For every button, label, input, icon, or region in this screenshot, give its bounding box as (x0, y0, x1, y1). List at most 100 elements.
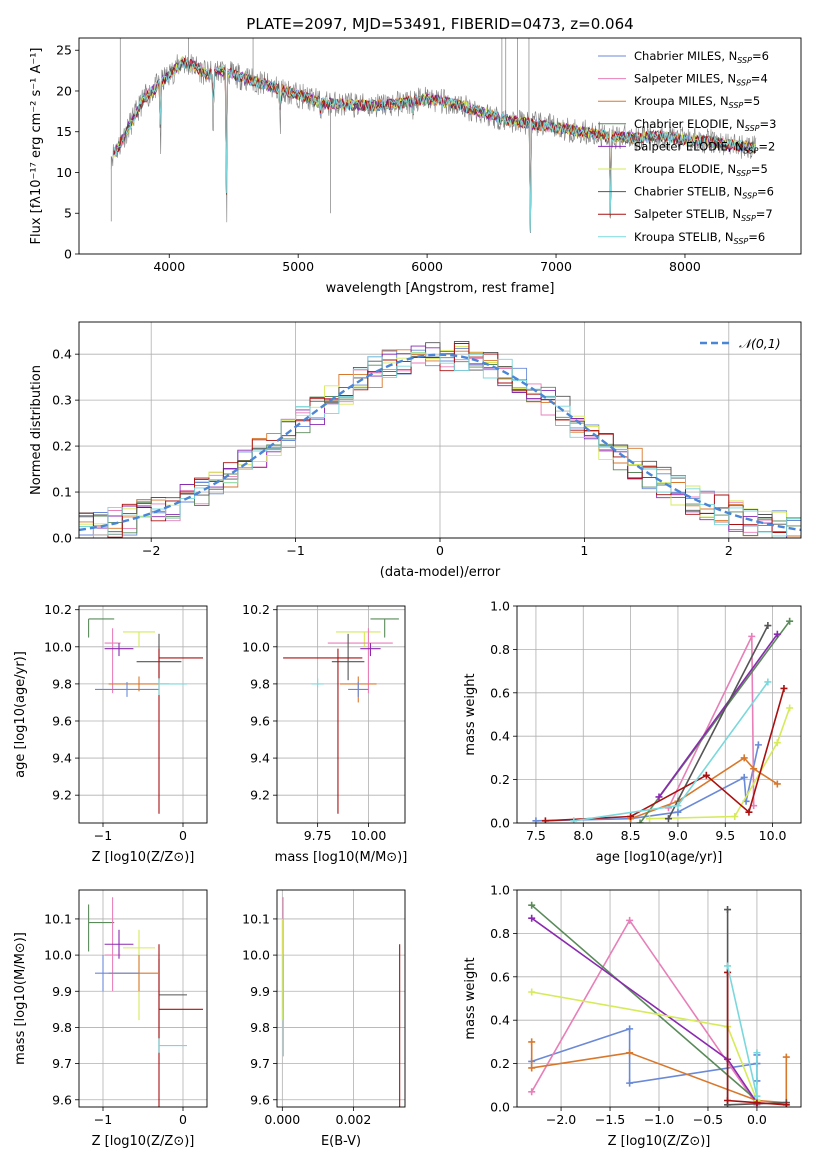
legend-nssp: 3 (769, 117, 776, 131)
y-tick-label: 0 (64, 247, 72, 262)
weight-marker (664, 815, 672, 823)
mass-vs-ebv-panel: 0.000 0.002 9.6 9.7 9.8 9.9 10.0 10.1 E(B-V) (242, 889, 406, 1149)
legend-label: Kroupa STELIB, NSSP=6 (634, 230, 765, 246)
y-tick-label: 9.4 (250, 751, 270, 766)
y-tick-label: 9.7 (52, 1056, 72, 1071)
weight-marker (753, 1099, 761, 1107)
gaussian-reference-line (79, 353, 801, 532)
legend-label: Chabrier STELIB, NSSP=6 (634, 185, 774, 201)
x-tick-label: 9.5 (715, 828, 735, 843)
y-tick-label: 0.8 (490, 642, 510, 657)
y-tick-label: 9.6 (250, 713, 270, 728)
x-tick-label: 8.0 (573, 828, 593, 843)
x-tick-label: −1.5 (595, 1112, 625, 1127)
y-tick-label: 10 (56, 165, 72, 180)
legend-eq: = (743, 94, 753, 108)
weight-marker (626, 1079, 634, 1087)
weight-marker (745, 808, 753, 816)
x-tick-label: −1 (94, 828, 112, 843)
axes-frame (78, 889, 208, 1108)
x-axis-label: mass [log10(M/M⊙)] (275, 850, 408, 865)
y-tick-label: 0.0 (490, 1100, 510, 1115)
legend-subscript: SSP (734, 237, 749, 246)
legend-subscript: SSP (744, 146, 759, 155)
y-tick-label: 9.7 (250, 1056, 270, 1071)
x-axis-label: Z [log10(Z/Z⊙)] (92, 1134, 195, 1149)
y-tick-label: 10.0 (242, 948, 270, 963)
legend-subscript: SSP (745, 124, 760, 133)
axes-frame (78, 321, 802, 539)
x-tick-label: −1 (94, 1112, 112, 1127)
weight-marker (782, 1101, 790, 1107)
y-tick-label: 10.2 (44, 602, 72, 617)
legend-text: Chabrier ELODIE, N (634, 117, 745, 131)
y-axis-label: mass [log10(M/M⊙)] (13, 932, 28, 1065)
axes-frame (78, 37, 802, 255)
legend-eq: = (756, 207, 766, 221)
weight-marker (753, 1092, 761, 1100)
x-tick-label: −2.0 (546, 1112, 576, 1127)
weight-marker (655, 793, 663, 801)
weight-series-line-5 (658, 633, 778, 798)
weight-marker (528, 1038, 536, 1046)
y-tick-label: 1.0 (490, 599, 510, 614)
weight-marker (748, 632, 756, 640)
x-tick-label: 0.0 (747, 1112, 767, 1127)
mass-vs-metallicity-panel: −1 0 9.6 9.7 9.8 9.9 10.0 10.1 Z [log10(Z/Z⊙)] ma… (13, 889, 208, 1149)
axes-frame (78, 605, 208, 824)
residual-histogram-9 (79, 352, 801, 537)
legend-eq: = (752, 49, 762, 63)
legend-label: Kroupa ELODIE, NSSP=5 (634, 162, 768, 178)
model-spectrum-line-9 (113, 58, 756, 233)
plot-area (88, 618, 203, 814)
x-tick-label: −2 (142, 543, 160, 558)
x-tick-label: −0.5 (693, 1112, 723, 1127)
x-axis-label: age [log10(age/yr)] (596, 850, 723, 865)
weight-marker (674, 808, 682, 816)
y-tick-label: 0.1 (52, 485, 72, 500)
residual-histogram-7 (79, 340, 801, 533)
legend-nssp: 6 (758, 230, 765, 244)
y-axis-label: mass weight (463, 957, 478, 1039)
x-axis-label: (data-model)/error (380, 565, 501, 580)
legend-text: Salpeter ELODIE, N (634, 139, 744, 153)
legend-subscript: SSP (736, 169, 751, 178)
x-tick-label: −1.0 (644, 1112, 674, 1127)
y-tick-label: 5 (64, 206, 72, 221)
legend-subscript: SSP (737, 56, 752, 65)
weight-marker (528, 901, 536, 909)
x-axis-label: wavelength [Angstrom, rest frame] (326, 281, 555, 296)
x-tick-label: 7000 (540, 259, 572, 274)
x-tick-label: −1 (286, 543, 304, 558)
y-tick-label: 0.3 (52, 393, 72, 408)
plot-area (532, 617, 794, 823)
weight-marker (532, 817, 540, 823)
legend-nssp: 7 (765, 207, 772, 221)
weight-marker (528, 1088, 536, 1096)
plot-area (79, 340, 801, 538)
weight-marker (646, 815, 654, 823)
y-tick-label: 9.6 (250, 1092, 270, 1107)
weight-marker (627, 812, 635, 820)
page-title: PLATE=2097, MJD=53491, FIBERID=0473, z=0… (246, 15, 633, 33)
y-tick-label: 0.2 (52, 439, 72, 454)
y-axis-label: mass weight (463, 673, 478, 755)
weight-vs-age-panel: 7.5 8.0 8.5 9.0 9.5 10.0 0.0 0.2 0.4 0.6 0.8 1.0 age… (463, 599, 802, 865)
legend-label: Salpeter ELODIE, NSSP=2 (634, 139, 775, 155)
weight-marker (740, 754, 748, 762)
y-tick-label: 10.0 (44, 948, 72, 963)
legend-eq: = (751, 72, 761, 86)
legend-text: Kroupa MILES, N (634, 94, 729, 108)
weight-marker (750, 765, 758, 773)
weight-marker (764, 622, 772, 630)
x-tick-label: 6000 (411, 259, 443, 274)
weight-marker (724, 906, 732, 914)
y-tick-label: 9.9 (52, 984, 72, 999)
x-tick-label: 9.75 (304, 828, 332, 843)
weight-marker (626, 1049, 634, 1057)
y-tick-label: 9.9 (250, 984, 270, 999)
weight-marker (626, 916, 634, 924)
x-axis-label: Z [log10(Z/Z⊙)] (92, 850, 195, 865)
